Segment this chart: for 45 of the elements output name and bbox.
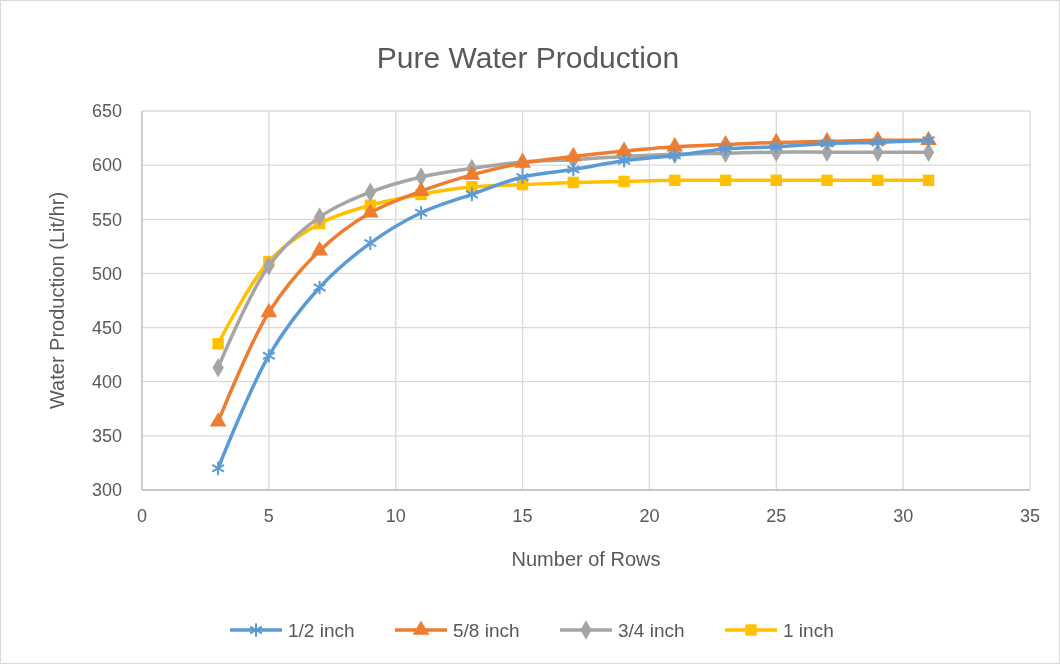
point bbox=[211, 460, 225, 477]
point bbox=[870, 134, 885, 151]
point bbox=[567, 176, 580, 189]
point bbox=[566, 161, 581, 178]
x-tick-label: 30 bbox=[893, 506, 914, 526]
point bbox=[922, 174, 935, 186]
legend-label: 1 inch bbox=[783, 619, 834, 641]
point bbox=[261, 347, 276, 364]
y-tick-label: 650 bbox=[91, 101, 122, 122]
point bbox=[414, 204, 428, 221]
point bbox=[821, 174, 833, 186]
y-tick-label: 600 bbox=[91, 155, 122, 176]
point bbox=[464, 186, 479, 203]
x-tick-label: 20 bbox=[639, 506, 660, 526]
point bbox=[769, 138, 784, 155]
x-tick-label: 0 bbox=[136, 506, 148, 526]
point bbox=[515, 169, 530, 185]
chart-title: Pure Water Production bbox=[376, 41, 680, 74]
y-tick-label: 300 bbox=[91, 480, 122, 501]
x-tick-label: 35 bbox=[1019, 506, 1041, 526]
point bbox=[719, 174, 732, 186]
x-tick-label: 25 bbox=[766, 506, 787, 526]
point bbox=[669, 174, 681, 186]
point bbox=[617, 153, 631, 169]
point bbox=[212, 338, 224, 350]
point bbox=[618, 175, 630, 188]
y-tick-label: 450 bbox=[91, 317, 122, 338]
x-tick-label: 10 bbox=[385, 506, 406, 526]
legend-label: 3/4 inch bbox=[618, 619, 685, 641]
point bbox=[312, 279, 327, 296]
y-tick-label: 500 bbox=[91, 263, 122, 284]
x-tick-label: 15 bbox=[512, 506, 533, 526]
legend-label: 1/2 inch bbox=[288, 619, 355, 641]
point bbox=[770, 174, 782, 186]
point bbox=[872, 174, 884, 186]
point bbox=[718, 141, 733, 157]
point bbox=[820, 135, 834, 152]
x-axis-title: Number of Rows bbox=[511, 548, 661, 570]
y-tick-label: 550 bbox=[91, 209, 122, 230]
y-tick-label: 400 bbox=[91, 372, 122, 393]
y-tick-label: 350 bbox=[91, 426, 122, 447]
x-tick-label: 5 bbox=[263, 506, 274, 526]
point bbox=[363, 235, 378, 251]
y-axis-title: Water Production (Lit/hr) bbox=[46, 191, 68, 410]
legend-label: 5/8 inch bbox=[453, 619, 520, 641]
